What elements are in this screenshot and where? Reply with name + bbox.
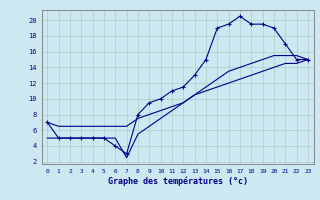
X-axis label: Graphe des températures (°c): Graphe des températures (°c) bbox=[108, 177, 248, 186]
